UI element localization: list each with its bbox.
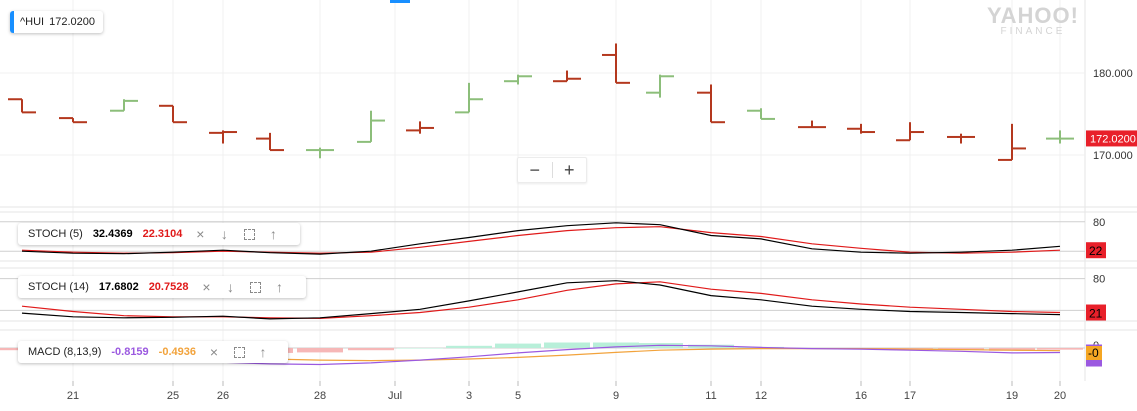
close-icon[interactable]: × — [196, 226, 205, 242]
zoom-control: − + — [517, 157, 587, 183]
stoch-k-line — [21, 280, 1061, 320]
price-tick-label: 170.000 — [1093, 150, 1133, 162]
stoch5-k-value: 32.4369 — [92, 228, 133, 240]
x-tick-label: 17 — [904, 390, 916, 402]
x-tick-label: 11 — [705, 390, 716, 402]
x-tick-label: 20 — [1054, 390, 1066, 402]
fullscreen-icon[interactable] — [244, 228, 256, 240]
move-up-icon[interactable]: ↑ — [275, 279, 283, 295]
macd-histogram-bar — [593, 342, 639, 348]
zoom-out-button[interactable]: − — [529, 160, 540, 180]
stoch-d-line — [21, 226, 1061, 254]
macd-histogram-bar — [544, 342, 590, 348]
fullscreen-icon[interactable] — [233, 346, 245, 358]
macd-label: MACD (8,13,9) — [28, 346, 102, 358]
price-last-badge — [1086, 130, 1137, 147]
symbol-value: 172.0200 — [49, 16, 95, 28]
x-tick-label: 5 — [515, 390, 521, 402]
stoch-k-line — [21, 222, 1061, 255]
move-down-icon[interactable]: ↓ — [220, 226, 228, 242]
stoch5-label: STOCH (5) — [28, 228, 83, 240]
x-tick-label: 9 — [613, 390, 619, 402]
move-down-icon[interactable]: ↓ — [226, 279, 234, 295]
fullscreen-icon[interactable] — [250, 281, 262, 293]
stoch5-d-value: 22.3104 — [142, 228, 183, 240]
macd-histogram-bar — [989, 348, 1035, 351]
macd-histogram-bar — [348, 348, 394, 351]
macd-signal-value: -0.4936 — [158, 346, 196, 358]
x-tick-label: 12 — [755, 390, 767, 402]
macd-histogram-bar — [938, 348, 984, 350]
yahoo-finance-watermark: YAHOO! FINANCE — [987, 3, 1079, 38]
stoch5-legend: STOCH (5) 32.4369 22.3104 × ↓ ↑ — [18, 223, 300, 245]
stoch14-legend: STOCH (14) 17.6802 20.7528 × ↓ ↑ — [18, 276, 306, 298]
x-tick-label: 25 — [167, 390, 179, 402]
oscillator-badge — [1086, 304, 1106, 321]
macd-histogram-bar — [297, 348, 343, 353]
zoom-separator — [551, 162, 553, 178]
close-icon[interactable]: × — [209, 344, 219, 360]
stoch14-k-value: 17.6802 — [98, 281, 139, 293]
stoch14-d-value: 20.7528 — [148, 281, 189, 293]
watermark-yahoo: YAHOO! — [987, 3, 1079, 28]
macd-badge — [1086, 346, 1102, 360]
price-tick-label: 180.000 — [1093, 68, 1133, 80]
oscillator-badge — [1086, 242, 1106, 259]
oscillator-level-label: 80 — [1093, 274, 1105, 286]
symbol-accent-bar — [10, 11, 14, 33]
macd-value: -0.8159 — [111, 346, 149, 358]
x-tick-label: 28 — [314, 390, 326, 402]
macd-histogram-bar — [397, 348, 443, 349]
move-up-icon[interactable]: ↑ — [269, 226, 277, 242]
price-last-value: 172.0200 — [1090, 133, 1136, 145]
macd-legend: MACD (8,13,9) -0.8159 -0.4936 × ↑ — [18, 341, 288, 363]
x-tick-label: 3 — [466, 390, 472, 402]
macd-histogram-bar — [446, 345, 492, 348]
x-tick-label: 19 — [1006, 390, 1018, 402]
x-tick-label: 26 — [217, 390, 229, 402]
top-accent-tab — [390, 0, 410, 3]
move-up-icon[interactable]: ↑ — [259, 344, 267, 360]
macd-histogram-bar — [495, 343, 541, 348]
x-tick-label: 16 — [855, 390, 867, 402]
macd-histogram-bar — [1037, 348, 1083, 350]
macd-badge-value: -0 — [1088, 346, 1099, 360]
watermark-finance: FINANCE — [1000, 26, 1066, 37]
symbol-name: ^HUI — [20, 16, 45, 28]
x-tick-label: 21 — [67, 390, 79, 402]
stoch14-label: STOCH (14) — [28, 281, 89, 293]
close-icon[interactable]: × — [202, 279, 211, 295]
symbol-tag[interactable]: ^HUI 172.0200 — [10, 11, 103, 33]
oscillator-level-label: 80 — [1093, 217, 1105, 229]
oscillator-badge-value: 22 — [1089, 244, 1103, 258]
zoom-in-button[interactable]: + — [563, 160, 575, 180]
x-tick-label: Jul — [388, 390, 402, 402]
oscillator-badge-value: 21 — [1089, 307, 1103, 321]
